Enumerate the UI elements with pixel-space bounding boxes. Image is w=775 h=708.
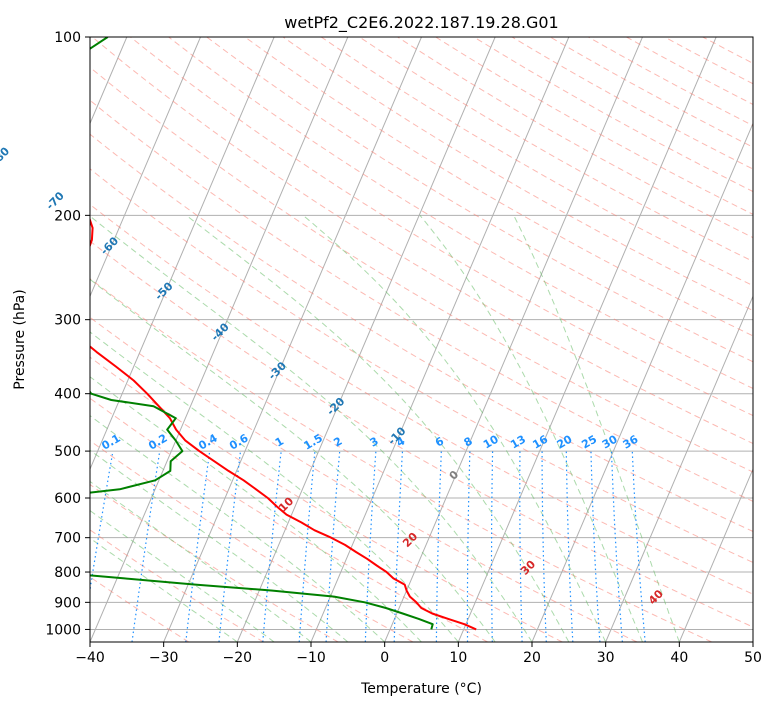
dry-adiabat-line — [90, 203, 753, 595]
isotherm-line — [678, 467, 753, 642]
mixing-ratio-line — [610, 451, 623, 642]
mixing-ratio-line — [185, 451, 211, 642]
mixing-ratio-line — [466, 451, 471, 642]
moist-adiabat-line — [90, 331, 459, 642]
dry-adiabat-line — [90, 240, 753, 628]
dry-adiabat-line — [130, 37, 753, 417]
moist-adiabat-line — [90, 278, 496, 642]
x-tick-label: 50 — [744, 650, 762, 666]
dry-adiabat-line — [206, 37, 753, 363]
isotherm-line — [531, 122, 753, 642]
mixing-ratio-line — [565, 451, 574, 642]
x-tick-label: −30 — [149, 650, 179, 666]
y-tick-label: 800 — [54, 565, 81, 581]
isotherm-line — [90, 37, 275, 471]
moist-adiabat-line — [513, 215, 680, 642]
x-tick-label: 0 — [380, 650, 389, 666]
moist-adiabat-line — [90, 376, 422, 642]
mixing-ratio-line — [435, 451, 442, 642]
dry-adiabat-line — [168, 37, 753, 389]
mixing-ratio-line — [541, 451, 547, 642]
isotherm-line — [605, 295, 753, 642]
mixing-ratio-line — [490, 451, 494, 642]
sounding-lines — [90, 37, 477, 631]
y-tick-label: 300 — [54, 313, 81, 329]
dry-adiabat-line — [90, 356, 563, 642]
y-tick-label: 500 — [54, 444, 81, 460]
mixing-ratio-line — [364, 451, 377, 642]
moist-adiabat-line — [185, 214, 570, 642]
moist-adiabat-line — [90, 449, 349, 642]
moist-adiabat-line — [302, 214, 607, 642]
isotherm-line — [384, 37, 643, 642]
isotherm-line — [236, 37, 496, 642]
x-tick-label: 20 — [523, 650, 541, 666]
moist-adiabat-line — [90, 215, 533, 642]
temperature-profile-line — [90, 216, 477, 631]
moist-adiabat-line — [90, 480, 312, 642]
mixing-ratio-line — [325, 451, 341, 642]
y-tick-label: 200 — [54, 208, 81, 224]
chart-title: wetPf2_C2E6.2022.187.19.28.G01 — [284, 13, 558, 33]
mixing-ratio-line — [519, 451, 523, 642]
mixing-ratio-line — [298, 451, 316, 642]
dry-adiabat-line — [90, 316, 638, 642]
isotherm-line — [163, 37, 422, 642]
x-tick-label: 30 — [597, 650, 615, 666]
moist-adiabat-line — [419, 214, 643, 642]
y-tick-label: 1000 — [45, 622, 81, 638]
y-tick-label: 400 — [54, 387, 81, 403]
dry-adiabat-line — [90, 440, 414, 642]
x-tick-label: −10 — [296, 650, 326, 666]
x-tick-label: 40 — [670, 650, 688, 666]
dry-adiabat-line — [90, 99, 753, 502]
x-tick-label: −20 — [223, 650, 253, 666]
dry-adiabat-line — [90, 168, 753, 563]
mixing-ratio-line — [218, 451, 242, 642]
y-tick-label: 100 — [54, 30, 81, 46]
plot-frame — [89, 36, 754, 643]
mixing-ratio-line — [131, 451, 161, 642]
dry-adiabat-line — [90, 66, 753, 473]
dry-adiabat-line — [90, 133, 753, 533]
x-tick-label: 10 — [449, 650, 467, 666]
background-lines — [90, 37, 753, 642]
x-axis-title: Temperature (°C) — [360, 681, 482, 697]
moist-adiabat-line — [90, 415, 386, 642]
y-tick-label: 900 — [54, 595, 81, 611]
isotherm-line — [90, 37, 201, 298]
mixing-ratio-line — [631, 451, 646, 642]
isotherm-line — [457, 37, 717, 642]
mixing-ratio-line — [590, 451, 601, 642]
mixing-ratio-line — [262, 451, 282, 642]
y-tick-label: 700 — [54, 531, 81, 547]
dry-adiabat-line — [91, 37, 753, 445]
dewpoint-profile-line — [90, 37, 434, 630]
axes: −40 −30 −20 −10 0 10 20 30 40 50 100 200 300 400 500 60… — [45, 30, 762, 666]
moist-adiabat-line — [90, 537, 238, 642]
x-tick-label: −40 — [75, 650, 105, 666]
y-axis-title: Pressure (hPa) — [12, 289, 28, 389]
y-tick-label: 600 — [54, 491, 81, 507]
